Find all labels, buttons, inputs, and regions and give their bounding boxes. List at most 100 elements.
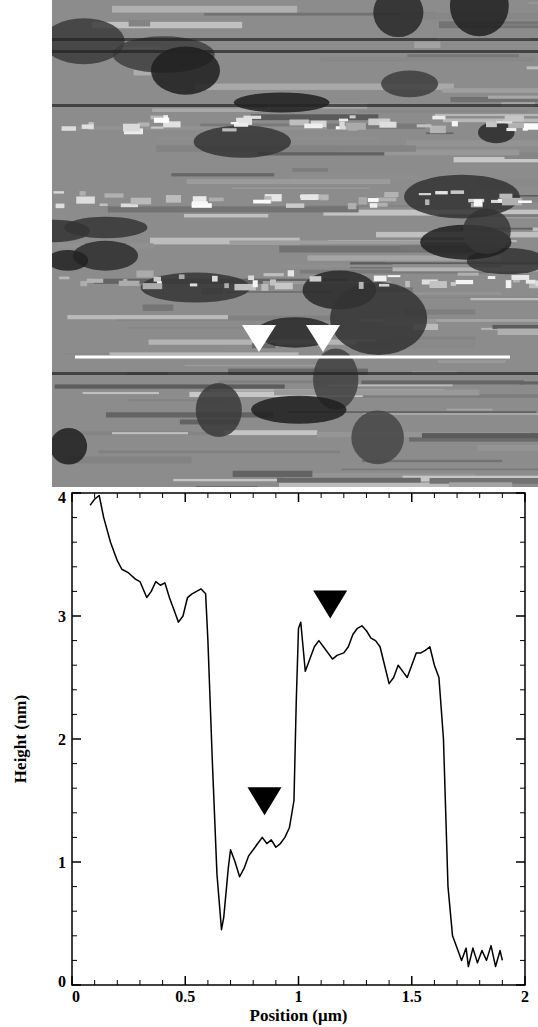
y-minor-tick [520,517,525,518]
afm-noise [136,271,153,278]
y-minor-tick [72,714,77,715]
afm-noise [377,198,396,202]
y-minor-tick [72,837,77,838]
afm-noise [379,284,389,287]
afm-noise [458,273,479,276]
y-tick-label: 2 [58,731,66,748]
afm-domain [351,411,404,465]
afm-streak [519,381,538,384]
afm-noise [80,281,87,286]
y-tick [516,861,525,863]
afm-noise [451,190,464,194]
y-minor-tick [520,911,525,912]
y-minor-tick [72,763,77,764]
x-tick [71,493,73,502]
afm-scanline [52,372,538,375]
afm-noise [82,124,94,128]
x-minor-tick [139,493,140,498]
afm-noise [231,122,239,124]
afm-streak [184,214,268,217]
afm-domain [234,92,330,112]
afm-noise [76,196,95,203]
afm-noise [429,281,446,288]
afm-streak [110,352,299,355]
afm-streak [187,179,391,184]
afm-streak [232,187,369,189]
afm-noise [368,198,379,202]
afm-streak [129,20,150,27]
afm-streak [320,57,534,62]
afm-streak [497,329,538,335]
afm-noise [138,122,149,126]
x-tick [298,976,300,985]
afm-noise [348,203,357,209]
x-minor-tick [502,980,503,985]
y-minor-tick [72,689,77,690]
afm-streak [196,486,258,487]
afm-noise [253,280,258,287]
afm-noise [388,275,401,277]
y-minor-tick [520,714,525,715]
x-minor-tick [389,980,390,985]
y-minor-tick [520,886,525,887]
afm-noise [234,284,255,290]
y-minor-tick [520,542,525,543]
afm-domain [151,47,220,95]
afm-domain [251,396,346,424]
afm-streak [67,315,228,319]
x-minor-tick [502,493,503,498]
image-marker [242,325,276,352]
afm-streak [67,126,327,130]
afm-streak [478,445,538,451]
afm-noise [253,200,271,204]
afm-noise [379,122,396,128]
afm-streak [108,206,359,212]
afm-domain [141,273,251,303]
x-tick [524,493,526,502]
afm-streak [55,384,285,388]
afm-noise [224,283,229,288]
afm-streak [438,360,506,363]
y-tick [72,861,81,863]
x-minor-tick [230,980,231,985]
afm-noise [179,274,185,279]
afm-noise [275,283,293,290]
afm-noise [261,284,268,291]
afm-streak [492,325,538,329]
afm-noise [56,204,65,209]
x-minor-tick [94,493,95,498]
afm-noise [498,199,502,202]
afm-streak [341,469,538,471]
x-tick-label: 0 [72,988,80,1005]
afm-noise [430,126,446,134]
afm-domain [196,383,242,437]
afm-streak [529,2,538,4]
x-tick [411,493,413,502]
x-minor-tick [343,980,344,985]
x-minor-tick [117,980,118,985]
y-minor-tick [520,665,525,666]
y-minor-tick [520,591,525,592]
afm-noise [499,194,512,199]
afm-domain [194,125,291,157]
y-tick-label: 3 [58,608,66,625]
afm-noise [345,123,365,130]
afm-noise [339,121,344,129]
y-minor-tick [72,542,77,543]
afm-streak [112,6,297,13]
afm-streak [471,298,538,300]
afm-streak [361,380,524,384]
afm-noise [248,276,254,280]
afm-noise [350,115,356,118]
x-minor-tick [479,493,480,498]
x-minor-tick [457,493,458,498]
afm-noise [425,199,429,205]
x-minor-tick [253,493,254,498]
y-tick [72,738,81,740]
x-tick-label: 0.5 [175,988,195,1005]
afm-noise [166,195,181,203]
afm-noise [496,121,512,123]
afm-noise [131,198,151,205]
afm-noise [384,192,398,197]
afm-streak [292,168,328,172]
